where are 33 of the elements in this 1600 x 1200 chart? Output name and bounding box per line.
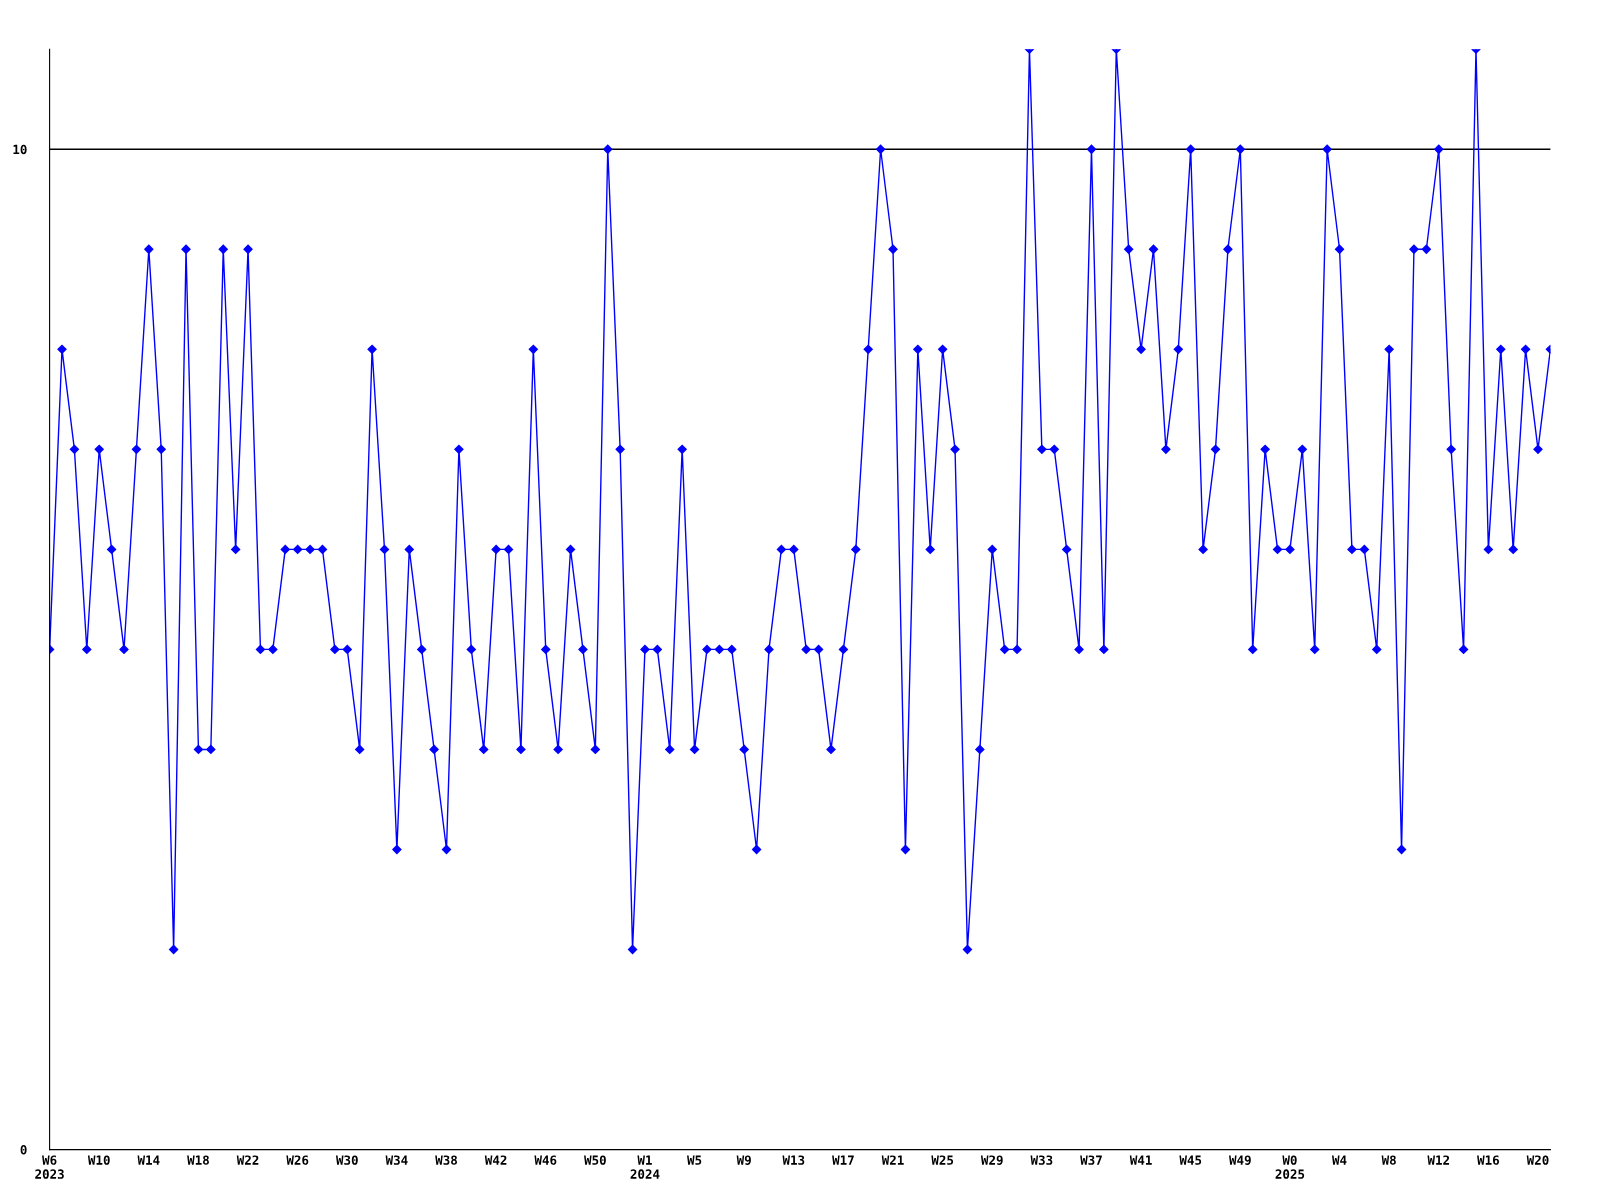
x-tick-label: W26 [286,1155,309,1165]
x-tick-label: W33 [1030,1155,1053,1165]
x-tick-label: W46 [534,1155,557,1165]
x-tick-label: W16 [1477,1155,1499,1165]
x-tick-label: W22 [236,1155,259,1165]
x-tick-label: W13 [782,1155,805,1165]
x-tick-label: W20 [1526,1155,1549,1165]
x-tick-label: W49 [1229,1155,1251,1165]
x-tick-label: W10 [87,1155,110,1165]
y-tick-label: 10 [13,144,27,155]
x-tick-label: W37 [1080,1155,1102,1165]
x-tick-label: W18 [187,1155,209,1165]
x-tick-label: W45 [1179,1155,1202,1165]
x-tick-label: W17 [832,1155,854,1165]
x-tick-label: W41 [1129,1155,1152,1165]
x-tick-label: W6 2023 [35,1155,64,1179]
x-tick-label: W42 [484,1155,507,1165]
x-tick-label: W0 2025 [1275,1155,1305,1179]
y-tick-label: 0 [20,1145,27,1155]
x-tick-label: W5 [687,1155,702,1165]
x-tick-label: W12 [1427,1155,1450,1165]
x-tick-label: W1 2024 [630,1155,660,1179]
x-tick-label: W34 [385,1155,408,1165]
x-tick-label: W14 [137,1155,160,1165]
x-tick-label: W29 [980,1155,1003,1165]
x-tick-label: W8 [1381,1155,1396,1165]
x-tick-label: W50 [584,1155,606,1165]
x-tick-label: W9 [736,1155,751,1165]
x-tick-label: W30 [335,1155,358,1165]
x-tick-label: W25 [931,1155,954,1165]
x-tick-label: W4 [1332,1155,1347,1165]
x-tick-label: W21 [881,1155,904,1165]
x-tick-label: W38 [435,1155,458,1165]
